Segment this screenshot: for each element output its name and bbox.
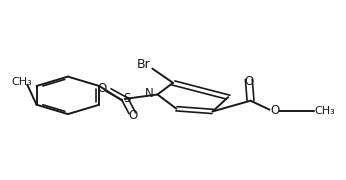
Text: CH₃: CH₃ bbox=[12, 77, 33, 87]
Text: O: O bbox=[129, 109, 138, 122]
Text: O: O bbox=[244, 75, 253, 88]
Text: N: N bbox=[145, 87, 153, 100]
Text: S: S bbox=[123, 92, 130, 105]
Text: O: O bbox=[98, 82, 107, 95]
Text: CH₃: CH₃ bbox=[314, 105, 335, 116]
Text: O: O bbox=[270, 104, 279, 117]
Text: Br: Br bbox=[137, 58, 151, 71]
